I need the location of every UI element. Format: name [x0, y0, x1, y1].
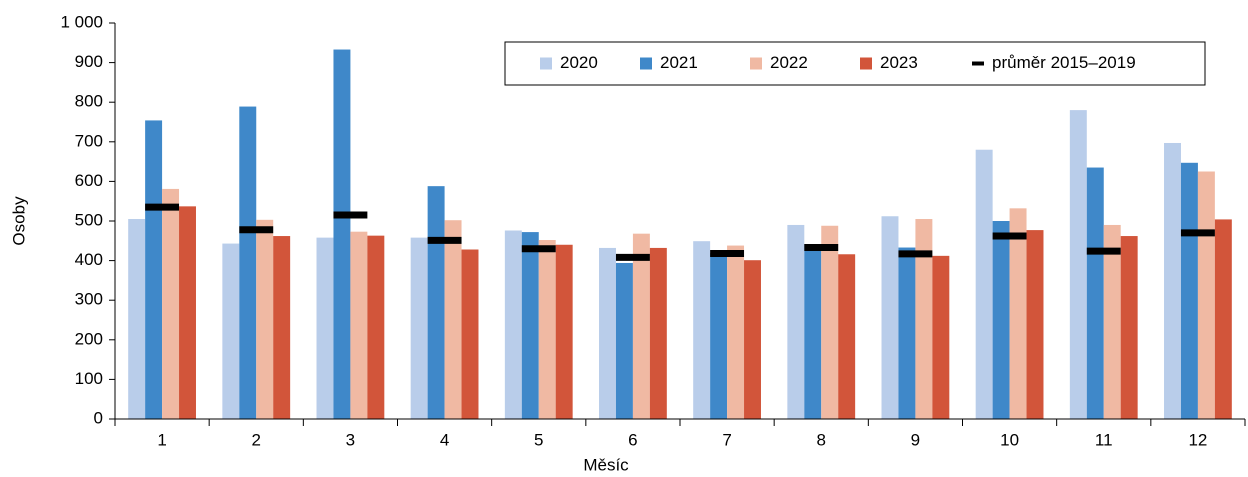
legend-swatch	[540, 57, 552, 70]
bar	[444, 220, 462, 419]
x-tick-label: 9	[911, 430, 920, 449]
bar	[1120, 236, 1138, 419]
x-tick-label: 5	[534, 430, 543, 449]
bar	[915, 219, 933, 419]
bar	[1214, 219, 1232, 419]
y-tick-label: 300	[75, 290, 103, 309]
legend-label: průměr 2015–2019	[992, 53, 1136, 72]
y-tick-label: 100	[75, 369, 103, 388]
bar	[162, 188, 180, 419]
bar	[1197, 171, 1215, 419]
bar	[128, 219, 146, 419]
bar	[821, 225, 839, 419]
bar	[538, 240, 556, 419]
bar	[521, 232, 539, 419]
bar	[222, 243, 240, 419]
bar	[615, 262, 633, 419]
y-tick-label: 400	[75, 250, 103, 269]
bar	[1164, 142, 1181, 419]
bar	[179, 206, 196, 419]
bar	[838, 254, 856, 419]
bar	[710, 253, 728, 419]
x-tick-label: 3	[346, 430, 355, 449]
x-tick-label: 6	[628, 430, 637, 449]
bar	[787, 224, 805, 419]
x-tick-label: 11	[1095, 430, 1113, 449]
legend-label: 2022	[770, 53, 808, 72]
legend-label: 2023	[880, 53, 918, 72]
x-tick-label: 10	[1000, 430, 1019, 449]
bar	[1180, 162, 1198, 419]
x-tick-label: 4	[440, 430, 449, 449]
legend-swatch	[640, 57, 652, 70]
bar	[256, 219, 274, 419]
y-tick-label: 1 000	[60, 12, 103, 31]
bar	[632, 233, 650, 419]
legend-label: 2020	[560, 53, 598, 72]
bar	[555, 244, 573, 419]
y-tick-label: 800	[75, 92, 103, 111]
bar	[333, 49, 351, 419]
y-tick-label: 200	[75, 329, 103, 348]
x-tick-label: 7	[722, 430, 731, 449]
bar	[898, 247, 916, 419]
bar	[1103, 224, 1121, 419]
legend-swatch	[860, 57, 872, 70]
x-tick-label: 8	[817, 430, 826, 449]
bar	[975, 149, 993, 419]
bar	[804, 244, 822, 419]
bar	[427, 186, 445, 419]
bar	[693, 241, 711, 419]
x-axis-title: Měsíc	[583, 455, 629, 474]
bar	[145, 120, 163, 419]
x-tick-label: 1	[157, 430, 166, 449]
bar	[649, 247, 667, 419]
y-tick-label: 500	[75, 210, 103, 229]
bar	[367, 235, 385, 419]
y-tick-label: 600	[75, 171, 103, 190]
bar	[932, 255, 950, 419]
legend-swatch	[750, 57, 762, 70]
y-tick-label: 700	[75, 131, 103, 150]
legend-box	[504, 41, 1206, 86]
bar	[1069, 110, 1087, 420]
x-tick-label: 12	[1188, 430, 1207, 449]
y-tick-label: 0	[94, 408, 103, 427]
bar	[350, 231, 368, 419]
bar	[1086, 167, 1104, 419]
y-axis-title: Osoby	[9, 196, 28, 246]
bar	[1026, 230, 1044, 419]
y-tick-label: 900	[75, 52, 103, 71]
bar	[727, 245, 745, 419]
bar	[599, 247, 616, 419]
bar	[273, 236, 291, 419]
bar	[316, 237, 334, 419]
bar	[239, 106, 257, 419]
bar	[461, 249, 479, 419]
legend: 2020 2021 2022 2023 průměr 2015–2019	[504, 41, 1206, 86]
bar	[504, 230, 522, 419]
bar	[410, 237, 428, 419]
x-tick-label: 2	[252, 430, 261, 449]
bar	[1009, 208, 1027, 419]
legend-label: 2021	[660, 53, 698, 72]
bar	[744, 260, 761, 419]
bar	[992, 221, 1010, 419]
bar	[881, 216, 899, 419]
